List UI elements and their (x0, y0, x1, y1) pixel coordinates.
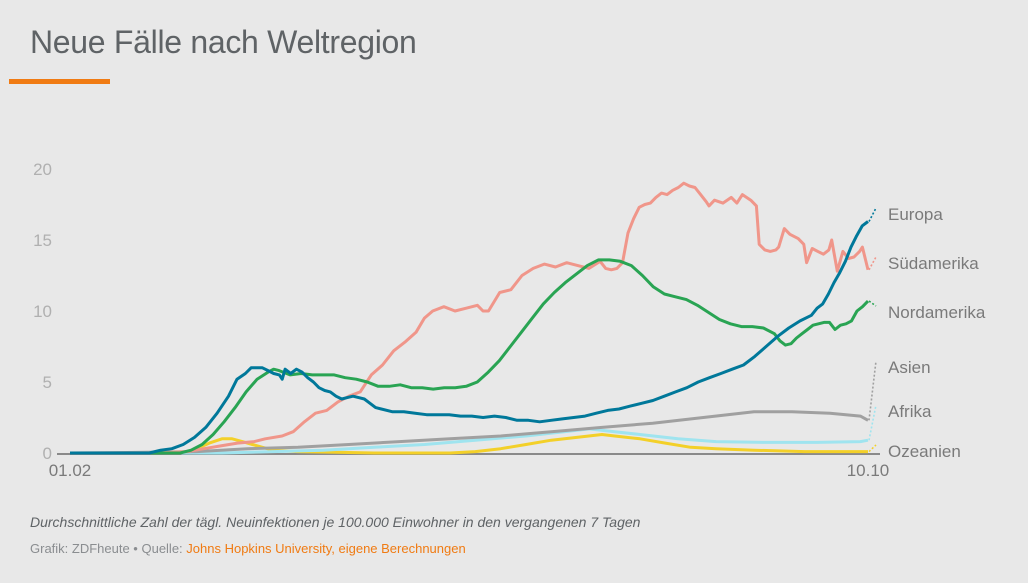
credit-prefix: Grafik: ZDFheute • Quelle: (30, 541, 187, 556)
series-lines (69, 181, 870, 455)
source-link[interactable]: Johns Hopkins University, eigene Berechn… (186, 541, 466, 556)
series-labels: Europa Südamerika Nordamerika Asien Afrika Oz… (888, 205, 986, 461)
label-connectors (868, 207, 877, 453)
series-label: Asien (888, 358, 931, 377)
y-tick-label: 5 (43, 373, 52, 392)
connector-asien (868, 360, 877, 421)
series-line-europa (70, 220, 869, 455)
chart-caption: Durchschnittliche Zahl der tägl. Neuinfe… (30, 514, 641, 530)
y-axis-ticks: 0 5 10 15 20 (33, 160, 52, 463)
connector-europa (868, 207, 877, 222)
series-label: Europa (888, 205, 943, 224)
y-tick-label: 15 (33, 231, 52, 250)
series-label: Afrika (888, 402, 932, 421)
source-line: Grafik: ZDFheute • Quelle: Johns Hopkins… (30, 541, 466, 556)
connector-südamerika (868, 256, 877, 271)
series-line-südamerika (70, 181, 870, 455)
series-line-asien (69, 410, 869, 455)
series-line-nordamerika (70, 258, 870, 455)
connector-ozeanien (868, 444, 877, 453)
series-line-ozeanien (70, 433, 868, 455)
x-tick-label: 01.02 (49, 461, 92, 480)
y-tick-label: 0 (43, 444, 52, 463)
title-accent-bar (9, 79, 110, 84)
y-tick-label: 10 (33, 302, 52, 321)
series-label: Ozeanien (888, 442, 961, 461)
connector-afrika (868, 404, 877, 441)
series-label: Nordamerika (888, 303, 986, 322)
x-axis-ticks: 01.02 10.10 (49, 461, 890, 480)
x-tick-label: 10.10 (847, 461, 890, 480)
series-label: Südamerika (888, 254, 979, 273)
connector-nordamerika (868, 300, 877, 307)
line-chart: 0 5 10 15 20 01.02 10.10 Europa Südamerika Nord… (33, 160, 986, 480)
page-title: Neue Fälle nach Weltregion (30, 24, 417, 60)
y-tick-label: 20 (33, 160, 52, 179)
